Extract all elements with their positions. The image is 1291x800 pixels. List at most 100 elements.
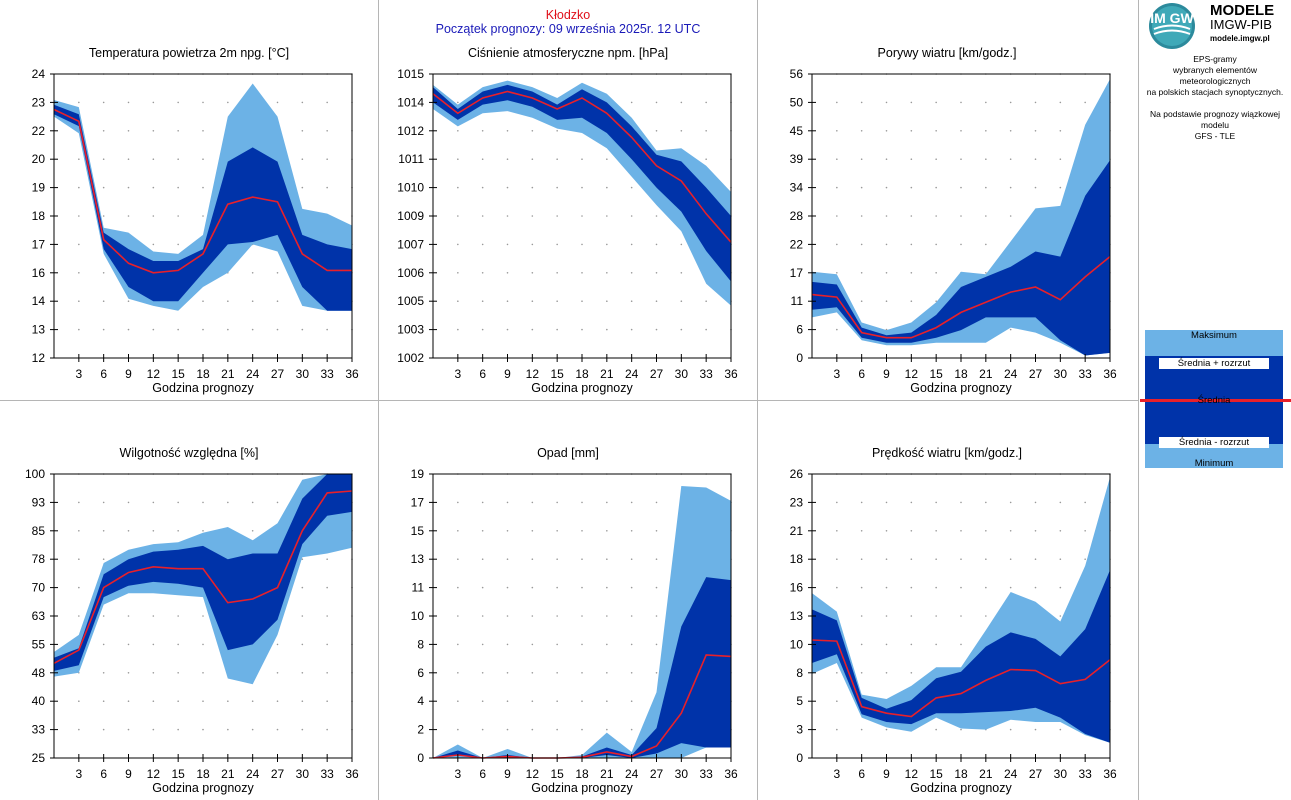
x-tick-label: 18 [954,367,968,381]
y-tick-label: 1011 [398,152,424,166]
grid-dot [177,672,179,674]
x-tick-label: 9 [125,367,132,381]
y-tick-label: 26 [790,467,804,481]
grid-dot [531,530,534,532]
grid-dot [1034,558,1037,560]
grid-dot [457,215,459,217]
grid-dot [457,615,459,617]
grid-dot [1009,101,1012,104]
grid-dot [1034,130,1037,132]
grid-dot [606,186,608,189]
grid-dot [1059,728,1062,731]
y-tick-label: 1007 [397,237,424,251]
grid-dot [655,501,658,504]
grid-dot [152,158,155,160]
grid-dot [606,158,608,160]
grid-dot [152,215,155,217]
grid-dot [935,558,937,560]
x-tick-label: 24 [625,767,639,781]
grid-dot [655,558,658,560]
grid-dot [102,615,105,617]
y-tick-label: 93 [32,495,46,509]
grid-dot [885,501,888,504]
y-tick-label: 18 [32,209,46,223]
grid-dot [102,643,105,646]
grid-dot [102,728,105,731]
spread-band [54,474,352,671]
y-tick-label: 20 [32,152,46,166]
grid-dot [457,300,459,303]
grid-dot [506,186,509,189]
grid-dot [556,130,558,132]
grid-dot [301,643,304,646]
grid-dot [630,530,633,532]
grid-dot [1059,101,1062,104]
grid-dot [506,728,509,731]
grid-dot [985,586,987,589]
y-tick-label: 11 [412,581,425,595]
grid-dot [457,158,459,160]
y-tick-label: 6 [417,666,424,680]
grid-dot [78,328,80,331]
grid-dot [481,672,484,674]
x-tick-label: 18 [954,767,968,781]
y-tick-label: 16 [790,581,804,595]
grid-dot [935,186,937,189]
grid-dot [326,643,328,646]
x-tick-label: 9 [883,367,890,381]
grid-dot [705,101,707,104]
mean-line [53,108,352,274]
logo-line2: IMGW-PIB [1210,17,1272,32]
grid-dot [457,728,459,731]
grid-dot [152,672,155,674]
x-tick-label: 33 [699,767,713,781]
grid-dot [836,700,838,702]
x-tick-label: 12 [147,767,161,781]
grid-dot [481,186,484,189]
grid-dot [910,558,913,560]
grid-dot [1009,530,1012,532]
y-tick-label: 8 [796,666,803,680]
grid-dot [985,272,987,274]
grid-dot [531,643,534,646]
grid-dot [985,530,987,532]
x-tick-label: 21 [221,367,235,381]
grid-dot [127,215,130,217]
x-tick-label: 6 [100,367,107,381]
x-tick-label: 21 [979,767,993,781]
grid-dot [836,672,838,674]
y-tick-label: 70 [32,581,46,595]
grid-dot [102,130,105,132]
grid-dot [630,728,633,731]
grid-dot [177,186,179,189]
x-tick-label: 15 [171,367,185,381]
grid-dot [556,615,558,617]
spread-band [812,160,1110,356]
x-tick-label: 21 [979,367,993,381]
mean-line [811,639,1111,718]
grid-dot [606,586,608,589]
mean-line [432,90,732,243]
grid-dot [860,158,863,160]
x-tick-label: 36 [724,767,738,781]
grid-dot [581,672,583,674]
grid-dot [152,328,155,331]
grid-dot [127,672,130,674]
grid-dot [177,328,179,331]
x-axis-label: Godzina prognozy [531,781,633,795]
y-tick-label: 4 [417,694,424,708]
y-tick-label: 13 [790,609,804,623]
grid-dot [985,615,987,617]
x-axis-label: Godzina prognozy [152,781,254,795]
grid-dot [885,643,888,646]
y-tick-label: 100 [25,467,45,481]
grid-dot [1059,158,1062,160]
grid-dot [960,101,962,104]
grid-dot [1059,501,1062,504]
grid-dot [935,728,937,731]
grid-dot [177,501,179,504]
grid-dot [457,586,459,589]
grid-dot [457,501,459,504]
x-tick-label: 9 [504,367,511,381]
grid-dot [556,501,558,504]
